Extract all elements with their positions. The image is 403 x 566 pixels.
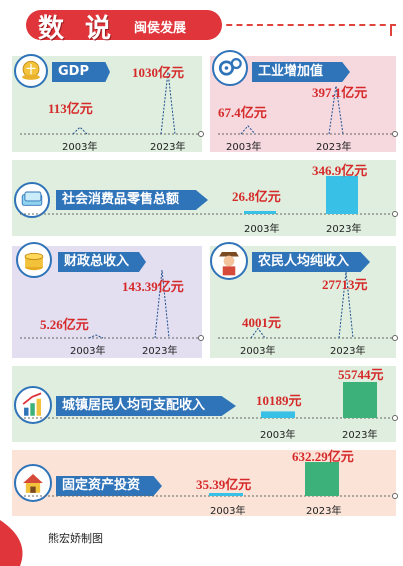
farmer-icon <box>210 242 248 280</box>
data-label-gdp-2003: 113亿元 <box>48 101 93 116</box>
title-banner: 数 说 闽侯发展 <box>26 10 222 44</box>
data-label-fixed-2003: 35.39亿元 <box>196 477 252 492</box>
bar-1 <box>343 382 377 418</box>
data-label-gdp-2023: 1030亿元 <box>132 65 185 80</box>
chart-gdp <box>20 71 204 137</box>
x-axis-end-marker <box>392 415 398 421</box>
data-label-urban-2023: 55744元 <box>338 367 384 382</box>
year-label-fixed-2023: 2023年 <box>306 506 342 517</box>
data-label-industry-2003: 67.4亿元 <box>218 105 267 120</box>
bar-1 <box>305 462 339 496</box>
chart-retail <box>20 176 398 217</box>
chart-title-urban-income: 城镇居民人均可支配收入 <box>56 396 236 416</box>
data-label-fixed-2023: 632.29亿元 <box>292 449 354 464</box>
data-label-farmer-2023: 27713元 <box>322 277 368 292</box>
chart-urban-income <box>20 382 398 421</box>
year-label-industry-2003: 2003年 <box>226 142 262 153</box>
page-subtitle: 闽侯发展 <box>134 21 187 36</box>
year-label-farmer-2003: 2003年 <box>240 346 276 357</box>
year-label-retail-2003: 2003年 <box>244 224 280 235</box>
corner-ribbon-decoration <box>0 520 23 566</box>
data-label-fiscal-2023: 143.39亿元 <box>122 279 184 294</box>
chart-farmer-income <box>218 271 398 341</box>
data-label-retail-2023: 346.9亿元 <box>312 163 368 178</box>
spike-1 <box>154 269 170 339</box>
page-title: 数 说 <box>38 14 118 44</box>
chart-title-farmer-income: 农民人均纯收入 <box>252 252 370 272</box>
data-label-industry-2023: 397.1亿元 <box>312 85 368 100</box>
x-axis-end-marker <box>198 131 204 137</box>
year-label-retail-2023: 2023年 <box>326 224 362 235</box>
data-label-urban-2003: 10189元 <box>256 393 302 408</box>
header: 数 说 闽侯发展 <box>6 6 398 46</box>
coins-globe-icon <box>14 54 48 88</box>
year-label-urban-2023: 2023年 <box>342 430 378 441</box>
data-label-farmer-2003: 4001元 <box>242 315 282 330</box>
bar-1 <box>326 176 358 214</box>
credit-line: 熊宏娇制图 <box>48 532 103 545</box>
year-label-fiscal-2003: 2003年 <box>70 346 106 357</box>
x-axis-end-marker <box>198 335 204 341</box>
spike-1 <box>328 85 344 135</box>
chart-title-fixed-assets: 固定资产投资 <box>56 476 162 496</box>
bar-0 <box>261 411 295 418</box>
data-label-fiscal-2003: 5.26亿元 <box>40 317 89 332</box>
year-label-urban-2003: 2003年 <box>260 430 296 441</box>
spike-1 <box>160 71 176 135</box>
spike-1 <box>338 271 354 339</box>
header-dashed-line <box>216 24 396 26</box>
spike-0 <box>240 125 256 135</box>
spike-0 <box>88 334 104 339</box>
year-label-gdp-2003: 2003年 <box>62 142 98 153</box>
chart-title-industry: 工业增加值 <box>252 62 350 82</box>
chart-fixed-assets <box>20 462 398 499</box>
year-label-industry-2023: 2023年 <box>316 142 352 153</box>
spike-0 <box>72 126 88 135</box>
data-label-retail-2003: 26.8亿元 <box>232 189 281 204</box>
spike-0 <box>250 327 266 339</box>
coin-stack-icon <box>16 242 52 278</box>
year-label-gdp-2023: 2023年 <box>150 142 186 153</box>
x-axis-end-marker <box>392 131 398 137</box>
header-dashed-line-end <box>390 24 392 36</box>
x-axis-end-marker <box>392 493 398 499</box>
bar-0 <box>244 211 276 214</box>
chart-fiscal <box>20 269 204 341</box>
x-axis-end-marker <box>392 335 398 341</box>
chart-title-fiscal: 财政总收入 <box>58 252 146 272</box>
chart-title-gdp: GDP <box>52 62 110 82</box>
x-axis-end-marker <box>392 211 398 217</box>
year-label-fixed-2003: 2003年 <box>210 506 246 517</box>
chart-title-retail: 社会消费品零售总额 <box>56 190 208 210</box>
year-label-farmer-2023: 2023年 <box>330 346 366 357</box>
bar-0 <box>209 493 243 496</box>
gears-icon <box>212 50 248 86</box>
year-label-fiscal-2023: 2023年 <box>142 346 178 357</box>
chart-industry <box>218 85 398 137</box>
card-stack-icon <box>14 182 50 218</box>
